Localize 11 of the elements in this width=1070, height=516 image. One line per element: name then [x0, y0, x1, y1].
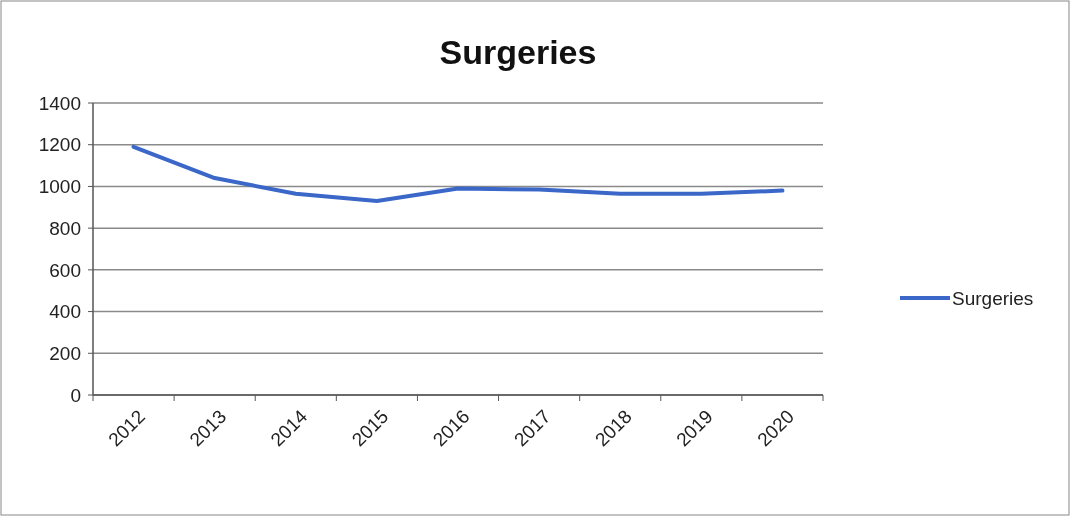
- y-tick-label: 400: [49, 301, 81, 323]
- legend-label: Surgeries: [952, 287, 1034, 309]
- chart-title: Surgeries: [439, 33, 597, 71]
- y-tick-label: 600: [49, 259, 81, 281]
- y-tick-label: 200: [49, 342, 81, 364]
- y-tick-label: 1000: [38, 176, 81, 198]
- y-tick-label: 1400: [38, 92, 81, 114]
- y-tick-label: 0: [70, 384, 81, 406]
- line-series: [131, 144, 785, 204]
- y-tick-label: 800: [49, 217, 81, 239]
- y-tick-label: 1200: [38, 134, 81, 156]
